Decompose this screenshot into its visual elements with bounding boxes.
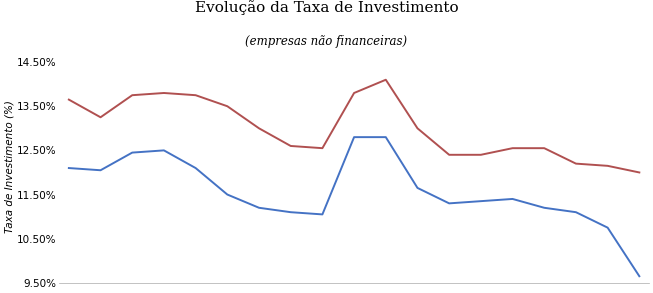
Y-axis label: Taxa de Investimento (%): Taxa de Investimento (%) bbox=[4, 100, 14, 234]
Text: (empresas não financeiras): (empresas não financeiras) bbox=[246, 35, 407, 48]
Text: Evolução da Taxa de Investimento: Evolução da Taxa de Investimento bbox=[195, 0, 458, 15]
